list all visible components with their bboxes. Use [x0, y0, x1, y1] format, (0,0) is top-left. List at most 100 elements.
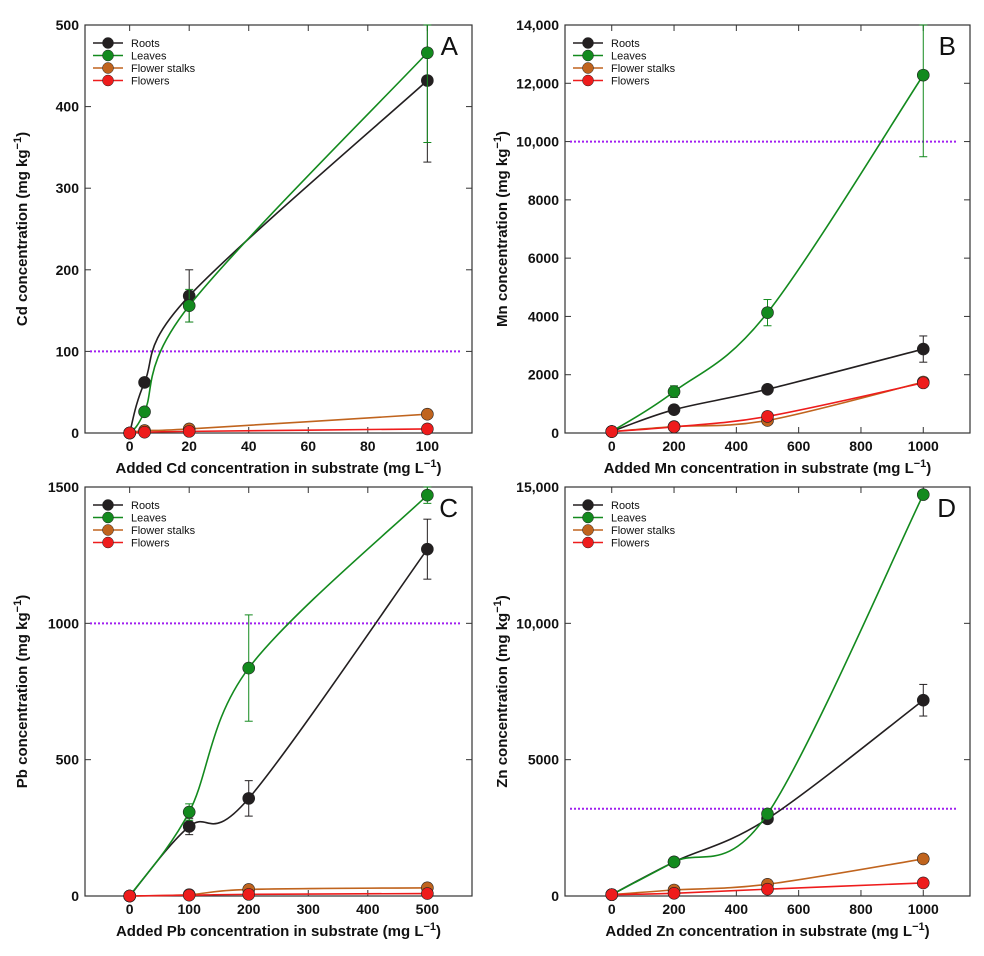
y-tick-label: 2000 — [528, 367, 559, 383]
x-tick-label: 400 — [725, 438, 749, 454]
data-point-roots — [421, 542, 434, 556]
data-point-leaves — [242, 661, 256, 675]
plot-frame — [84, 24, 473, 434]
y-tick-label: 0 — [71, 425, 79, 441]
x-tick-label: 40 — [241, 438, 257, 454]
data-point-flowers — [182, 888, 196, 902]
data-point-leaves — [182, 805, 196, 819]
y-tick-label: 100 — [56, 343, 80, 359]
series-line-flowers — [611, 382, 924, 433]
series-line-roots — [611, 699, 924, 896]
legend-marker-flower_stalks — [582, 524, 594, 536]
panel-d: 0 200 400 600 800 1000 0 5000 10,000 15,000 Added … — [492, 479, 971, 940]
panel-a: 0 20 40 60 80 100 0 100 200 300 400 500 Added Cd con… — [12, 17, 473, 477]
data-point-flowers — [916, 376, 930, 390]
y-tick-label: 400 — [56, 99, 80, 115]
legend-marker-roots — [582, 37, 594, 49]
data-point-flowers — [138, 425, 151, 439]
legend-label-leaves: Leaves — [131, 51, 167, 63]
data-point-roots — [138, 376, 151, 389]
data-point-leaves — [916, 68, 930, 82]
data-point-leaves — [182, 299, 196, 313]
x-axis-label: Added Mn concentration in substrate (mg … — [604, 458, 932, 477]
legend-marker-flower_stalks — [582, 62, 594, 74]
legend-label-leaves: Leaves — [611, 513, 647, 525]
series-line-leaves — [611, 74, 924, 433]
legend-marker-roots — [102, 37, 114, 49]
x-axis-label: Added Pb concentration in substrate (mg … — [116, 921, 441, 940]
panel-letter: D — [937, 493, 956, 523]
data-point-leaves — [138, 405, 151, 419]
legend-label-flowers: Flowers — [611, 538, 650, 550]
y-tick-label: 500 — [56, 752, 80, 768]
data-point-flowers — [605, 425, 619, 438]
x-tick-label: 100 — [178, 901, 202, 917]
y-tick-label: 0 — [71, 888, 79, 904]
data-point-roots — [182, 820, 196, 833]
legend-marker-roots — [582, 499, 594, 511]
legend-marker-flower_stalks — [102, 62, 114, 74]
x-tick-label: 0 — [608, 901, 616, 917]
y-axis-label: Pb concentration (mg kg−1) — [12, 595, 31, 788]
legend-label-flower_stalks: Flower stalks — [611, 525, 676, 537]
data-point-leaves — [667, 855, 681, 869]
y-tick-label: 0 — [551, 888, 559, 904]
data-point-roots — [761, 382, 774, 396]
legend-marker-leaves — [102, 511, 114, 524]
legend-label-flower_stalks: Flower stalks — [131, 63, 196, 75]
x-axis-label: Added Cd concentration in substrate (mg … — [116, 458, 442, 477]
legend-label-leaves: Leaves — [131, 513, 167, 525]
legend-marker-leaves — [582, 511, 594, 524]
legend-label-roots: Roots — [131, 38, 160, 50]
x-tick-label: 1000 — [908, 438, 939, 454]
data-point-flowers — [421, 887, 434, 900]
series-line-roots — [128, 79, 428, 434]
y-axis-label: Cd concentration (mg kg−1) — [12, 132, 31, 326]
legend-marker-flowers — [102, 536, 114, 549]
x-tick-label: 100 — [416, 438, 440, 454]
x-tick-label: 500 — [416, 901, 440, 917]
data-point-leaves — [916, 488, 930, 501]
data-point-leaves — [421, 488, 434, 502]
data-point-flowers — [605, 888, 619, 901]
legend-label-roots: Roots — [611, 500, 640, 512]
data-point-roots — [916, 693, 930, 707]
x-tick-label: 200 — [237, 901, 261, 917]
plot-frame — [564, 486, 971, 897]
series-line-flowers — [129, 428, 428, 434]
legend-marker-flowers — [582, 536, 594, 549]
series-line-flowers — [129, 892, 428, 897]
x-tick-label: 200 — [662, 901, 686, 917]
panel-letter: C — [439, 493, 458, 523]
data-point-flowers — [182, 425, 196, 438]
series-line-leaves — [128, 52, 428, 434]
panel-c: 0 100 200 300 400 500 0 500 1000 1500 Added Pb con… — [12, 479, 473, 940]
data-point-flower_stalks — [421, 407, 434, 421]
y-tick-label: 0 — [551, 425, 559, 441]
x-tick-label: 0 — [126, 438, 134, 454]
x-tick-label: 0 — [126, 901, 134, 917]
legend-label-roots: Roots — [611, 38, 640, 50]
data-point-leaves — [667, 385, 681, 398]
data-point-flowers — [123, 889, 136, 903]
legend-label-flower_stalks: Flower stalks — [611, 63, 676, 75]
data-point-leaves — [421, 46, 434, 60]
x-tick-label: 60 — [300, 438, 316, 454]
y-tick-label: 1000 — [48, 615, 79, 631]
x-tick-label: 20 — [181, 438, 197, 454]
legend-marker-flowers — [582, 74, 594, 87]
legend-label-flowers: Flowers — [131, 76, 170, 88]
series-line-flower_stalks — [129, 413, 428, 434]
y-tick-label: 300 — [56, 180, 80, 196]
series-line-roots — [129, 548, 428, 897]
plot-frame — [84, 486, 473, 897]
legend-marker-leaves — [102, 49, 114, 62]
y-tick-label: 12,000 — [516, 75, 559, 91]
legend-marker-flowers — [102, 74, 114, 87]
x-tick-label: 400 — [725, 901, 749, 917]
y-tick-label: 8000 — [528, 192, 559, 208]
data-point-flowers — [667, 886, 681, 900]
legend-marker-flower_stalks — [102, 524, 114, 536]
plot-frame — [564, 24, 971, 434]
